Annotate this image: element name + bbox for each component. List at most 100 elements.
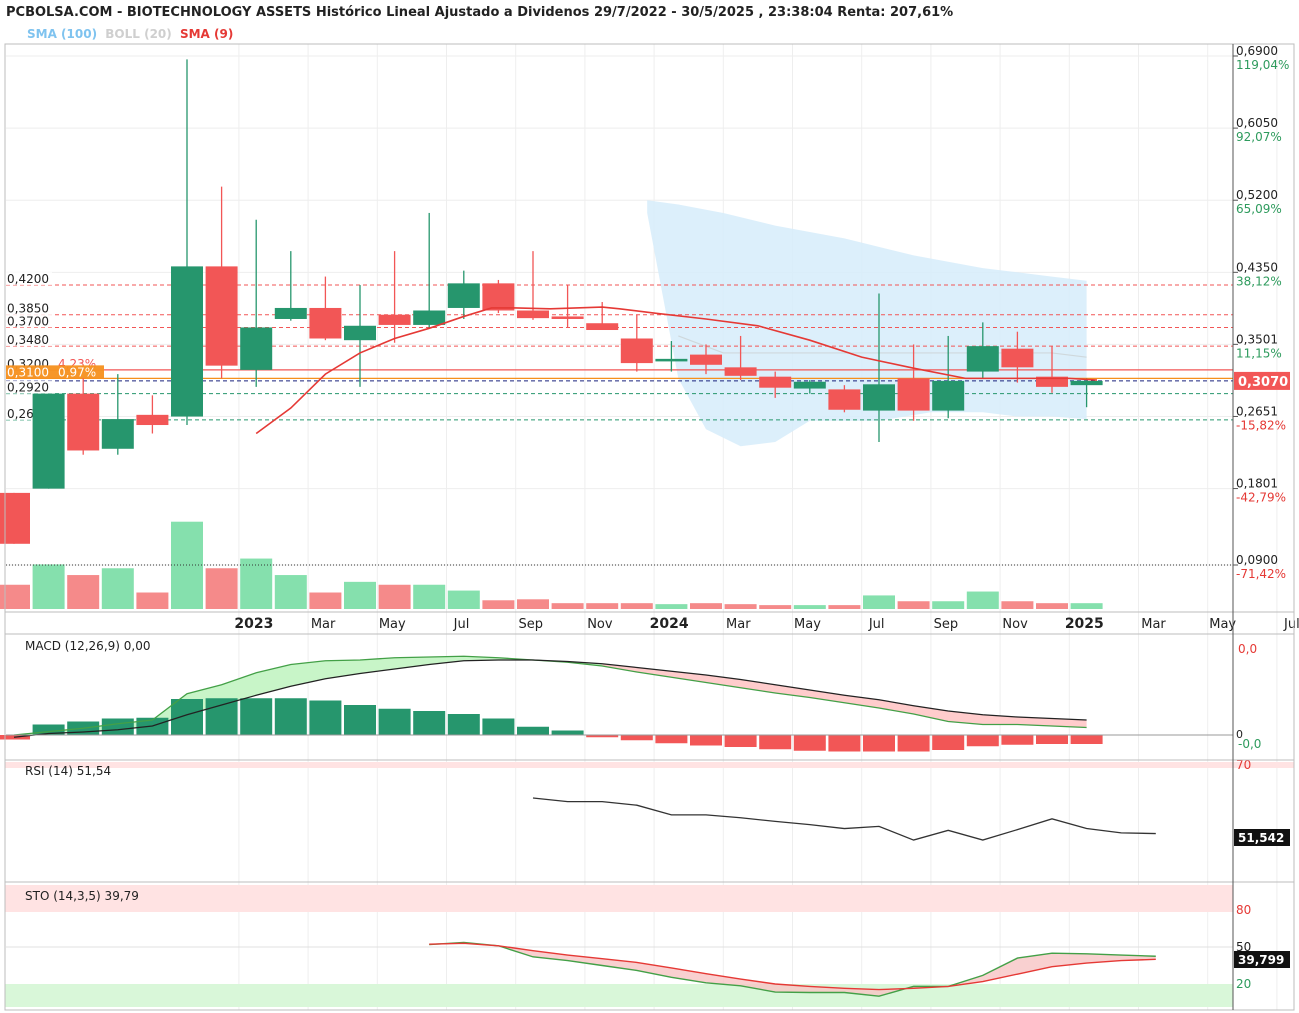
x-axis-label: May (794, 617, 821, 632)
macd-histogram-bar (101, 718, 134, 735)
legend-sma100[interactable]: SMA (100) (27, 27, 98, 41)
candle-body (136, 414, 169, 426)
price-tick-label: 0,4350 (1236, 260, 1278, 274)
chart-title: PCBOLSA.COM - BIOTECHNOLOGY ASSETS Histó… (6, 5, 954, 20)
macd-histogram-bar (240, 698, 273, 735)
macd-histogram-bar (171, 699, 203, 735)
candle-body (1070, 380, 1103, 386)
volume-bar (863, 595, 895, 609)
price-level-label: 0,3700 (7, 314, 49, 328)
macd-histogram-bar (586, 735, 619, 738)
candle-body (378, 314, 411, 325)
candle-body (413, 310, 446, 325)
x-axis-label: Jul (868, 617, 885, 632)
price-level-tag-bg (6, 301, 52, 315)
bollinger-band (647, 200, 1087, 447)
macd-histogram-bar (1036, 735, 1068, 744)
candle-body (171, 266, 203, 417)
macd-histogram-bar (932, 735, 965, 750)
volume-bar (101, 568, 134, 609)
candle-body (690, 354, 722, 365)
volume-bar (932, 601, 965, 609)
candle-body (759, 376, 792, 388)
current-price-label: 0,3070 (1238, 375, 1288, 390)
price-tick-label: 0,6050 (1236, 116, 1278, 130)
macd-histogram-bar (620, 735, 653, 741)
rsi-line (532, 797, 1156, 841)
volume-bar (205, 568, 238, 609)
macd-histogram-bar (274, 698, 307, 735)
price-tick-pct: 119,04% (1236, 58, 1289, 72)
volume-bar (1070, 603, 1103, 609)
macd-histogram-bar (482, 718, 515, 735)
rsi-overbought-zone (5, 762, 1294, 768)
sto-label: STO (14,3,5) 39,79 (25, 889, 139, 903)
rsi-current-label: 51,542 (1238, 831, 1284, 845)
candle-body (447, 283, 480, 308)
volume-bar (551, 603, 584, 609)
candle-body (517, 310, 549, 319)
sto-k-line (429, 941, 1156, 997)
price-tick-label: 0,1801 (1236, 477, 1278, 491)
macd-histogram-bar (655, 735, 688, 744)
price-level-label: 0,3850 (7, 302, 49, 316)
x-axis-label: Nov (587, 617, 613, 632)
volume-bar (828, 605, 861, 609)
macd-histogram-bar (966, 735, 999, 747)
macd-histogram-bar (1070, 735, 1103, 744)
macd-histogram-bar (413, 711, 446, 735)
rsi-axis-70: 70 (1236, 758, 1251, 772)
volume-bar (966, 591, 999, 609)
candle-body (1001, 348, 1034, 368)
rsi-label: RSI (14) 51,54 (25, 764, 111, 778)
legend-boll20[interactable]: BOLL (20) (105, 27, 172, 41)
volume-bar (897, 601, 930, 609)
price-level-label: 0,4200 (7, 272, 49, 286)
indicator-legend: SMA (100) BOLL (20) SMA (9) (27, 27, 237, 41)
x-axis-label: Mar (726, 617, 751, 632)
volume-bar (413, 584, 446, 609)
price-level-label: 0,2920 (7, 381, 49, 395)
x-axis-label: May (1209, 617, 1236, 632)
price-tick-pct: 65,09% (1236, 202, 1282, 216)
price-level-tag-bg (6, 314, 52, 328)
volume-bar (517, 599, 549, 609)
x-axis-label: Mar (1141, 617, 1166, 632)
macd-histogram-bar (378, 708, 411, 735)
x-axis-label: Sep (934, 617, 959, 632)
sto-current-label: 39,799 (1238, 953, 1284, 967)
macd-histogram-bar (828, 735, 861, 752)
volume-bar (32, 564, 65, 609)
macd-axis-zero: 0 (1236, 728, 1243, 741)
sma9-line (255, 306, 1098, 435)
price-level-tag-bg (6, 365, 104, 379)
price-tick-pct: -71,42% (1236, 567, 1286, 581)
macd-histogram-bar (793, 735, 826, 751)
macd-histogram-bar (759, 735, 792, 750)
volume-bar (378, 584, 411, 609)
x-axis-label: Jul (1283, 617, 1299, 632)
volume-bar (1001, 601, 1034, 609)
candle-body (897, 378, 930, 411)
sto-axis-label: 80 (1236, 903, 1251, 917)
price-tick-label: 0,2651 (1236, 404, 1278, 418)
candle-body (32, 393, 65, 489)
macd-histogram-bar (1001, 735, 1034, 745)
macd-axis-top: 0,0 (1238, 642, 1257, 656)
candle-body (309, 307, 342, 339)
price-tick-label: 0,0900 (1236, 553, 1278, 567)
x-axis-label: 2023 (234, 616, 273, 632)
sto-d-line (429, 942, 1156, 991)
candle-body (828, 389, 861, 410)
candle-body (1036, 376, 1068, 387)
current-price-tag (1234, 371, 1290, 390)
price-tick-pct: 38,12% (1236, 274, 1282, 288)
candle-body (482, 283, 515, 311)
legend-sma9[interactable]: SMA (9) (179, 27, 234, 41)
volume-bar (724, 604, 757, 609)
volume-bar (274, 575, 307, 609)
price-level-tag-bg (6, 380, 52, 394)
macd-histogram-bar (551, 730, 584, 735)
